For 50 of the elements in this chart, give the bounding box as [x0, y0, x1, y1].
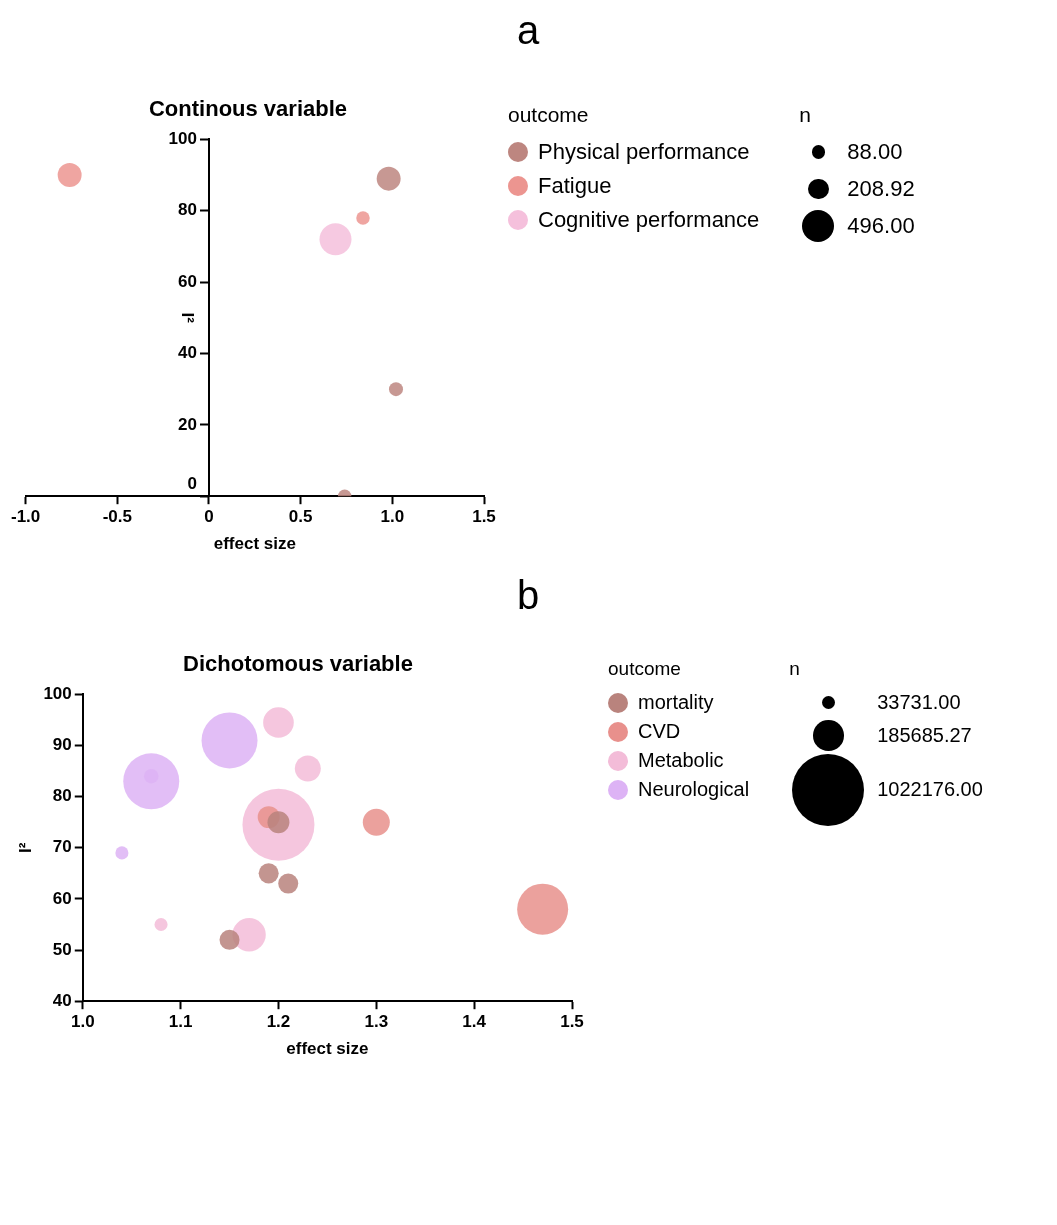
x-axis-title: effect size	[213, 534, 296, 554]
y-tick-label: 100	[168, 129, 197, 149]
y-tick-label: 40	[52, 990, 72, 1010]
x-tick-label: 1.1	[168, 1012, 193, 1032]
y-axis-title: I²	[178, 312, 198, 324]
legend-label: 496.00	[847, 213, 915, 239]
legend-label: Metabolic	[637, 748, 725, 773]
x-tick-label: 1.4	[462, 1012, 487, 1032]
x-tick-label: 1.0	[70, 1012, 95, 1032]
text: a	[515, 8, 541, 53]
x-tick-label: 0	[204, 507, 214, 527]
x-axis-title: effect size	[286, 1039, 369, 1059]
x-tick-label: -1.0	[11, 507, 41, 527]
legend-label: 88.00	[847, 139, 903, 165]
legend-label: 1022176.00	[877, 778, 983, 802]
legend-label: 208.92	[847, 176, 915, 202]
legend-label: 185685.27	[877, 723, 972, 747]
x-tick-label: 1.5	[560, 1012, 584, 1032]
y-tick-label: 70	[52, 837, 72, 857]
y-tick-label: 80	[52, 786, 72, 806]
text: b	[515, 573, 541, 618]
legend-label: Fatigue	[537, 172, 613, 200]
text: n	[799, 103, 813, 127]
legend-label: Cognitive performance	[537, 206, 760, 234]
y-tick-label: 50	[52, 939, 72, 959]
chart-title: Dichotomous variable	[183, 651, 413, 677]
x-tick-label: 1.5	[472, 507, 496, 527]
y-tick-label: 40	[178, 343, 197, 363]
legend-label: 33731.00	[877, 691, 961, 714]
y-tick-label: 0	[187, 474, 197, 494]
legend-label: Physical performance	[537, 138, 751, 166]
legend-label: mortality	[637, 690, 715, 715]
y-tick-label: 90	[52, 735, 72, 755]
x-tick-label: 1.2	[266, 1012, 291, 1032]
y-tick-label: 60	[52, 888, 72, 908]
y-tick-label: 20	[178, 414, 197, 434]
x-tick-label: 1.0	[380, 507, 405, 527]
y-tick-label: 60	[178, 271, 197, 291]
x-tick-label: 0.5	[288, 507, 313, 527]
y-tick-label: 80	[178, 200, 197, 220]
legend-title: outcome	[508, 103, 590, 127]
legend-title: outcome	[608, 658, 682, 680]
x-tick-label: 1.3	[364, 1012, 389, 1032]
chart-title: Continous variable	[148, 96, 348, 122]
y-tick-label: 100	[43, 684, 72, 704]
y-axis-title: I²	[15, 842, 35, 853]
legend-label: CVD	[637, 719, 682, 744]
text: n	[789, 658, 801, 680]
x-tick-label: -0.5	[102, 507, 132, 527]
legend-label: Neurological	[637, 777, 750, 802]
